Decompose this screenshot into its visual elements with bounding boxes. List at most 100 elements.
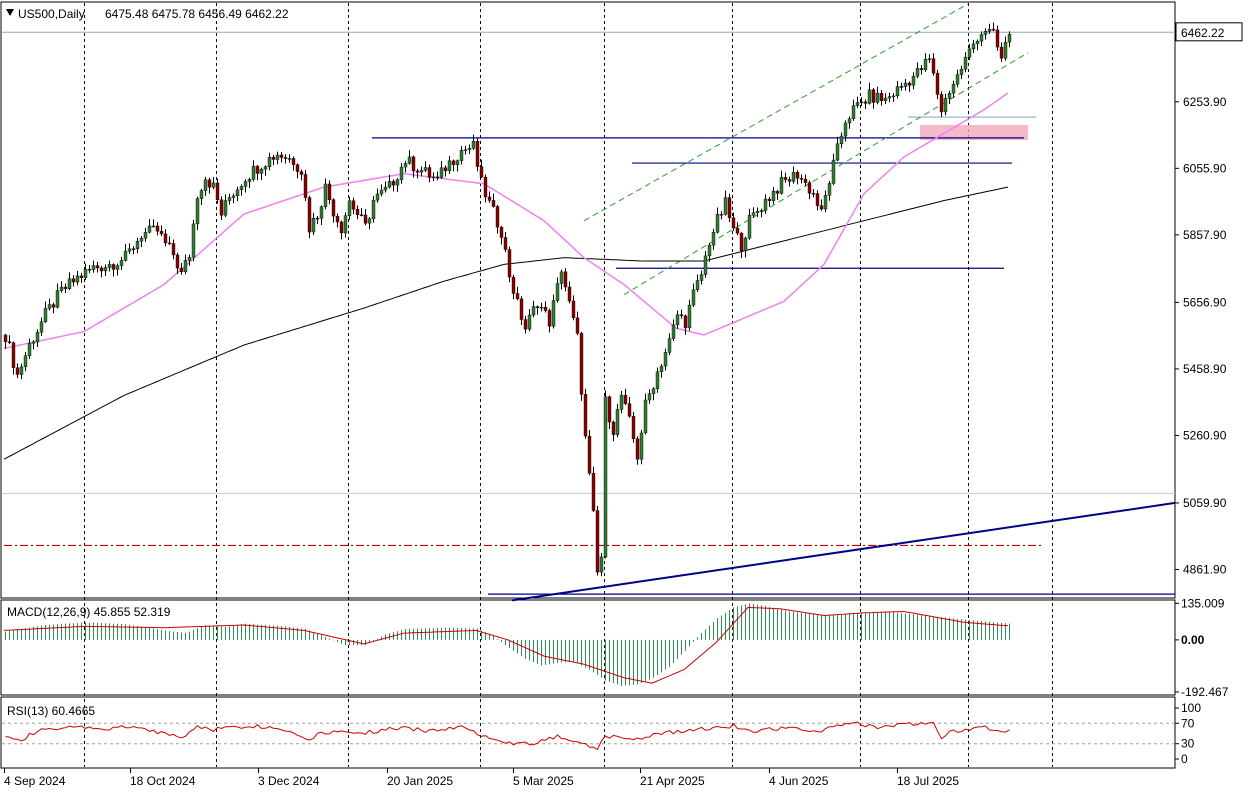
candle[interactable] <box>635 438 640 460</box>
candle[interactable] <box>435 176 440 179</box>
candle[interactable] <box>231 195 236 198</box>
candle[interactable] <box>699 274 704 281</box>
candle[interactable] <box>347 200 352 216</box>
candle[interactable] <box>727 197 732 219</box>
candle[interactable] <box>119 260 124 266</box>
candle[interactable] <box>675 314 680 326</box>
candle[interactable] <box>67 278 72 289</box>
candle[interactable] <box>979 34 984 42</box>
candle[interactable] <box>823 195 828 210</box>
candle[interactable] <box>323 183 328 207</box>
candle[interactable] <box>239 186 244 190</box>
candle[interactable] <box>287 158 292 160</box>
candle[interactable] <box>147 225 152 233</box>
candle[interactable] <box>543 306 548 311</box>
candle[interactable] <box>959 68 964 75</box>
candle[interactable] <box>743 237 748 252</box>
candle[interactable] <box>475 140 480 167</box>
candle[interactable] <box>463 149 468 151</box>
candle[interactable] <box>367 218 372 224</box>
candle[interactable] <box>579 333 584 395</box>
candle[interactable] <box>299 171 304 175</box>
candle[interactable] <box>811 192 816 195</box>
candle[interactable] <box>311 217 316 233</box>
candle[interactable] <box>983 31 988 35</box>
candle[interactable] <box>479 166 484 178</box>
candle[interactable] <box>79 275 84 278</box>
candle[interactable] <box>383 186 388 191</box>
candle[interactable] <box>527 314 532 330</box>
candle[interactable] <box>591 473 596 511</box>
candle[interactable] <box>359 214 364 216</box>
candle[interactable] <box>63 286 68 289</box>
candle[interactable] <box>779 177 784 194</box>
candle[interactable] <box>395 179 400 186</box>
candle[interactable] <box>987 29 992 32</box>
candle[interactable] <box>495 206 500 228</box>
candle[interactable] <box>559 271 564 284</box>
candle[interactable] <box>747 215 752 239</box>
candle[interactable] <box>91 265 96 270</box>
candle[interactable] <box>671 324 676 339</box>
triangle-down-icon[interactable] <box>6 9 14 16</box>
candle[interactable] <box>627 403 632 417</box>
candle[interactable] <box>787 179 792 182</box>
candle[interactable] <box>391 181 396 186</box>
candle[interactable] <box>731 217 736 229</box>
candle[interactable] <box>135 240 140 249</box>
candle[interactable] <box>571 300 576 319</box>
candle[interactable] <box>443 167 448 172</box>
candle[interactable] <box>7 341 12 343</box>
candle[interactable] <box>351 200 356 210</box>
candle[interactable] <box>847 118 852 124</box>
candle[interactable] <box>283 157 288 159</box>
candle[interactable] <box>647 393 652 401</box>
candle[interactable] <box>219 199 224 216</box>
candle[interactable] <box>379 189 384 195</box>
candle[interactable] <box>867 89 872 104</box>
candle[interactable] <box>575 317 580 334</box>
candle[interactable] <box>531 306 536 316</box>
candle[interactable] <box>623 394 628 404</box>
candle[interactable] <box>547 310 552 327</box>
candle[interactable] <box>903 82 908 87</box>
candle[interactable] <box>563 271 568 288</box>
candle[interactable] <box>507 249 512 278</box>
candle[interactable] <box>251 165 256 180</box>
candle[interactable] <box>71 278 76 283</box>
candle[interactable] <box>723 197 728 215</box>
candle[interactable] <box>895 86 900 97</box>
candle[interactable] <box>431 176 436 179</box>
rsi-pane[interactable] <box>2 721 1175 751</box>
channel-line-0[interactable] <box>583 3 969 222</box>
candle[interactable] <box>371 199 376 220</box>
candle[interactable] <box>775 191 780 194</box>
trendline[interactable] <box>511 501 1176 602</box>
candle[interactable] <box>839 135 844 145</box>
candle[interactable] <box>691 289 696 306</box>
candle[interactable] <box>719 214 724 216</box>
candle[interactable] <box>615 409 620 435</box>
candle[interactable] <box>703 255 708 275</box>
candle[interactable] <box>407 156 412 164</box>
candle[interactable] <box>127 248 132 252</box>
candle[interactable] <box>167 242 172 245</box>
candle[interactable] <box>515 293 520 300</box>
candle[interactable] <box>187 257 192 261</box>
candle[interactable] <box>427 167 432 178</box>
candle[interactable] <box>843 122 848 137</box>
candle[interactable] <box>891 95 896 98</box>
candle[interactable] <box>639 432 644 460</box>
candle[interactable] <box>307 197 312 233</box>
candle[interactable] <box>355 208 360 215</box>
candle[interactable] <box>879 92 884 101</box>
candle[interactable] <box>927 58 932 60</box>
candle[interactable] <box>303 174 308 198</box>
candle[interactable] <box>411 156 416 172</box>
candle[interactable] <box>499 226 504 238</box>
candle[interactable] <box>115 265 120 270</box>
candle[interactable] <box>759 210 764 212</box>
candle[interactable] <box>455 160 460 165</box>
candle[interactable] <box>739 232 744 252</box>
